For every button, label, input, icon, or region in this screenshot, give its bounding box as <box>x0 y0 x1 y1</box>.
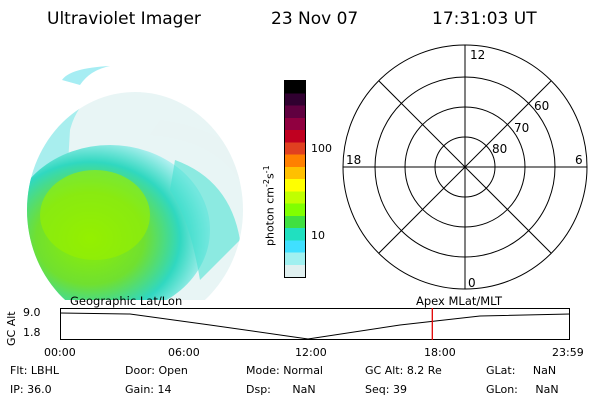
colorbar-title: photon cm-2s-1 <box>262 165 277 246</box>
timeline-xtick-2359: 23:59 <box>552 346 584 359</box>
gain-value: 14 <box>157 383 172 396</box>
mlt-label-12: 12 <box>470 48 485 62</box>
timeline-right-label: Apex MLat/MLT <box>416 294 503 308</box>
colorbar <box>284 80 306 278</box>
colorbar-title-mid: s <box>263 173 277 180</box>
door-status: Door: Open <box>125 364 188 377</box>
timeline-xtick-1200: 12:00 <box>295 346 327 359</box>
colorbar-tick-10: 10 <box>311 229 325 242</box>
timeline-xtick-0000: 00:00 <box>44 346 76 359</box>
glon-status: GLon: NaN <box>486 383 559 396</box>
gcalt-label: GC Alt: <box>365 364 404 377</box>
ip-status: IP: 36.0 <box>10 383 52 396</box>
gcalt-value: 8.2 Re <box>406 364 442 377</box>
timeline-ytick-low: 1.8 <box>23 326 41 339</box>
ip-label: IP: <box>10 383 24 396</box>
timeline-axis-title: GC Alt <box>5 311 18 346</box>
timeline-ytick-high: 9.0 <box>23 306 41 319</box>
glon-value: NaN <box>535 383 559 396</box>
gcalt-status: GC Alt: 8.2 Re <box>365 364 442 377</box>
door-value: Open <box>158 364 188 377</box>
timeline-left-label: Geographic Lat/Lon <box>70 294 183 308</box>
dsp-label: Dsp: <box>246 383 271 396</box>
flt-status: Flt: LBHL <box>10 364 59 377</box>
colorbar-title-main: photon cm <box>263 187 277 246</box>
lat-label-60: 60 <box>534 99 549 113</box>
mlt-label-0: 0 <box>468 276 476 290</box>
mode-label: Mode: <box>246 364 280 377</box>
glon-label: GLon: <box>486 383 518 396</box>
auroral-image <box>27 66 243 300</box>
seq-value: 39 <box>392 383 407 396</box>
dsp-value: NaN <box>292 383 316 396</box>
colorbar-title-exp1: -2 <box>262 179 271 188</box>
door-label: Door: <box>125 364 155 377</box>
timeline-xtick-0600: 06:00 <box>168 346 200 359</box>
mlt-label-6: 6 <box>575 153 583 167</box>
glat-status: GLat: NaN <box>486 364 556 377</box>
ip-value: 36.0 <box>27 383 52 396</box>
glat-label: GLat: <box>486 364 516 377</box>
glat-value: NaN <box>532 364 557 377</box>
lat-label-80: 80 <box>492 142 507 156</box>
seq-status: Seq: 39 <box>365 383 407 396</box>
gain-status: Gain: 14 <box>125 383 172 396</box>
polar-grid: 12 18 6 0 60 70 80 <box>342 44 588 290</box>
flt-value: LBHL <box>30 364 59 377</box>
mode-value: Normal <box>283 364 323 377</box>
lat-label-70: 70 <box>514 121 529 135</box>
timeline-xtick-1800: 18:00 <box>424 346 456 359</box>
seq-label: Seq: <box>365 383 390 396</box>
gain-label: Gain: <box>125 383 154 396</box>
colorbar-title-exp2: -1 <box>262 165 271 174</box>
dsp-status: Dsp: NaN <box>246 383 316 396</box>
mlt-label-18: 18 <box>346 153 361 167</box>
instrument-title: Ultraviolet Imager <box>47 9 201 29</box>
colorbar-tick-100: 100 <box>311 142 332 155</box>
flt-label: Flt: <box>10 364 28 377</box>
date-label: 23 Nov 07 <box>271 9 359 29</box>
mode-status: Mode: Normal <box>246 364 323 377</box>
timeline-plot <box>60 308 571 340</box>
time-label: 17:31:03 UT <box>432 9 537 29</box>
